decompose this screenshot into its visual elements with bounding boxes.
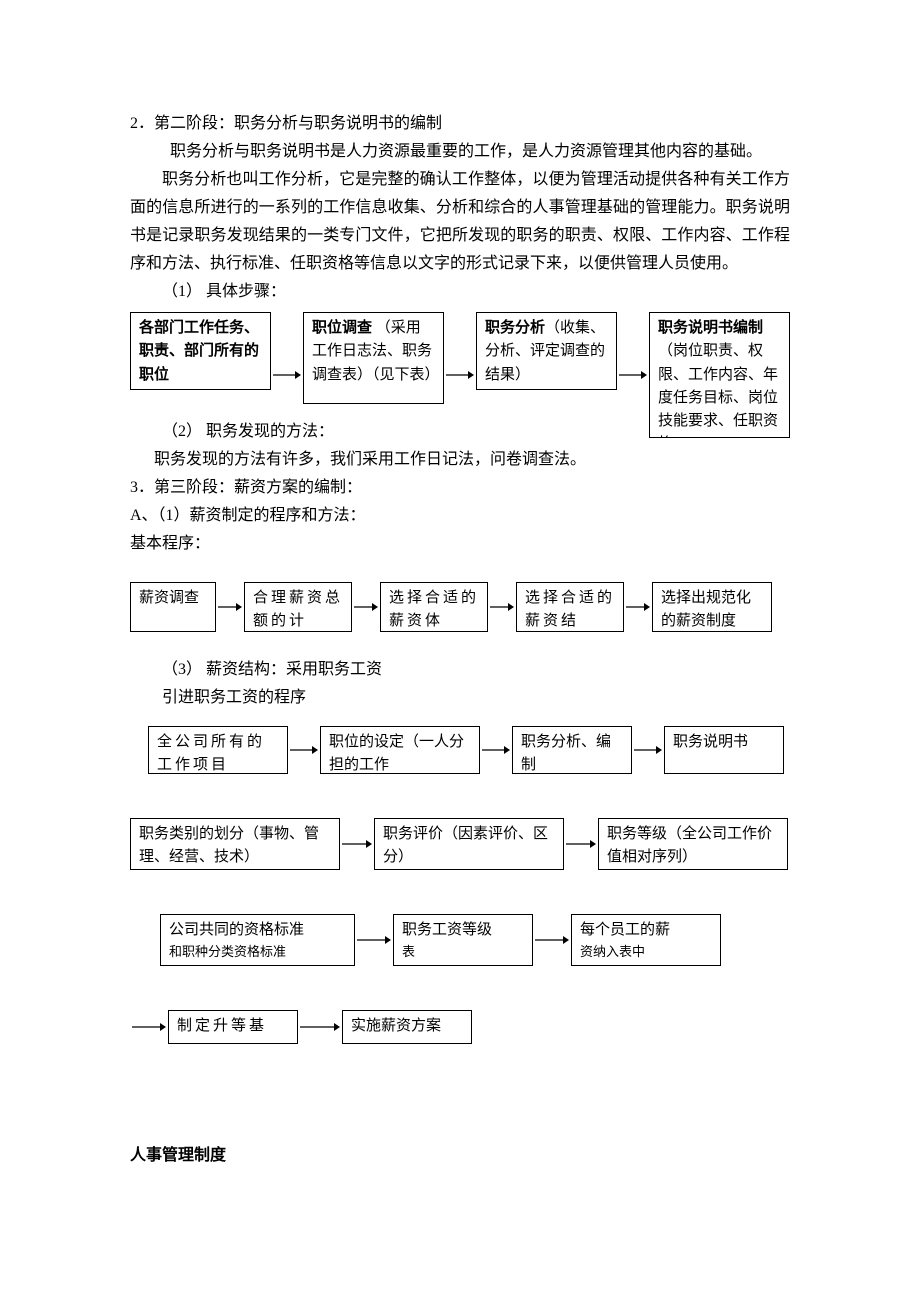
phase3-a1: A、（1）薪资制定的程序和方法：: [130, 502, 790, 530]
flow1-box2-title: 职位调查: [312, 320, 372, 336]
flow2-box1: 薪资调查: [130, 582, 216, 632]
arrow-icon: [533, 934, 571, 946]
flow-basic-procedure: 薪资调查 合理薪资总额的计 选择合适的薪资体 选择合适的薪资结 选择出规范化的薪…: [130, 582, 790, 632]
arrow-icon: [624, 601, 652, 613]
arrow-icon: [271, 336, 303, 414]
flow2-box4: 选择合适的薪资结: [516, 582, 624, 632]
flow4-box2: 职务评价（因素评价、区分）: [374, 818, 564, 870]
arrow-icon: [355, 934, 393, 946]
flow1-box1-text: 各部门工作任务、职责、部门所有的职位: [139, 320, 259, 383]
phase2-intro: 职务分析与职务说明书是人力资源最重要的工作，是人力资源管理其他内容的基础。: [130, 138, 790, 166]
flow-job-wage-2: 职务类别的划分（事物、管理、经营、技术） 职务评价（因素评价、区分） 职务等级（…: [130, 818, 790, 870]
flow2-box5: 选择出规范化的薪资制度: [652, 582, 772, 632]
arrow-icon: [340, 838, 374, 850]
arrow-icon: [444, 336, 476, 414]
flow5-box3-line2: 资纳入表中: [580, 942, 712, 962]
step-3-desc: 引进职务工资的程序: [130, 684, 790, 712]
phase2-heading: 2．第二阶段：职务分析与职务说明书的编制: [130, 110, 790, 138]
arrow-icon: [216, 601, 244, 613]
flow5-box3: 每个员工的薪 资纳入表中: [571, 914, 721, 966]
flow5-box2: 职务工资等级 表: [393, 914, 533, 966]
phase3-heading: 3．第三阶段：薪资方案的编制：: [130, 474, 790, 502]
flow5-box3-line1: 每个员工的薪: [580, 919, 712, 942]
flow2-box2: 合理薪资总额的计: [244, 582, 352, 632]
step-1-label: （1） 具体步骤：: [130, 278, 790, 306]
flow1-box3: 职务分析（收集、分析、评定调查的结果）: [476, 312, 617, 390]
flow5-box2-line2: 表: [402, 942, 524, 962]
hr-system-heading: 人事管理制度: [130, 1142, 790, 1170]
flow5-box1-line2: 和职种分类资格标准: [169, 942, 346, 962]
arrow-icon: [480, 744, 512, 756]
flow3-box3: 职务分析、编制: [512, 726, 632, 774]
flow1-box4: 职务说明书编制 （岗位职责、权限、工作内容、年度任务目标、岗位技能要求、任职资格…: [649, 312, 790, 438]
arrow-icon: [288, 744, 320, 756]
arrow-icon: [298, 1021, 342, 1033]
flow6-box2: 实施薪资方案: [342, 1010, 472, 1044]
arrow-icon: [352, 601, 380, 613]
flow3-box1-text: 全公司所有的工作项目: [157, 734, 265, 773]
flow-job-wage-3: 公司共同的资格标准 和职种分类资格标准 职务工资等级 表 每个员工的薪 资纳入表…: [160, 914, 790, 966]
flow1-box4-text: （岗位职责、权限、工作内容、年度任务目标、岗位技能要求、任职资格、: [658, 343, 778, 438]
flow5-box1: 公司共同的资格标准 和职种分类资格标准: [160, 914, 355, 966]
flow1-box4-title: 职务说明书编制: [658, 320, 763, 336]
arrow-icon: [488, 601, 516, 613]
arrow-icon: [564, 838, 598, 850]
arrow-icon: [632, 744, 664, 756]
flow4-box3: 职务等级（全公司工作价值相对序列）: [598, 818, 788, 870]
flow3-box4: 职务说明书: [664, 726, 784, 774]
step-2-desc: 职务发现的方法有许多，我们采用工作日记法，问卷调查法。: [130, 446, 790, 474]
flow2-box3: 选择合适的薪资体: [380, 582, 488, 632]
flow1-box3-title: 职务分析: [485, 320, 545, 336]
flow1-box1: 各部门工作任务、职责、部门所有的职位: [130, 312, 271, 390]
step-3-label: （3） 薪资结构：采用职务工资: [130, 656, 790, 684]
flow3-box2: 职位的设定（一人分担的工作: [320, 726, 480, 774]
basic-procedure-label: 基本程序：: [130, 530, 790, 558]
flow6-box1: 制定升等基: [168, 1010, 298, 1044]
flow-job-wage-4: 制定升等基 实施薪资方案: [130, 1010, 790, 1044]
arrow-icon: [130, 1021, 168, 1033]
flow5-box1-line1: 公司共同的资格标准: [169, 919, 346, 942]
flow5-box2-line1: 职务工资等级: [402, 919, 524, 942]
flow1-box2: 职位调查 （采用工作日志法、职务调查表）（见下表）: [303, 312, 444, 404]
flow-job-wage-1: 全公司所有的工作项目 职位的设定（一人分担的工作 职务分析、编制 职务说明书: [148, 726, 790, 774]
flow3-box1: 全公司所有的工作项目: [148, 726, 288, 774]
phase2-desc: 职务分析也叫工作分析，它是完整的确认工作整体，以便为管理活动提供各种有关工作方面…: [130, 166, 790, 278]
flow4-box1: 职务类别的划分（事物、管理、经营、技术）: [130, 818, 340, 870]
arrow-icon: [617, 336, 649, 414]
